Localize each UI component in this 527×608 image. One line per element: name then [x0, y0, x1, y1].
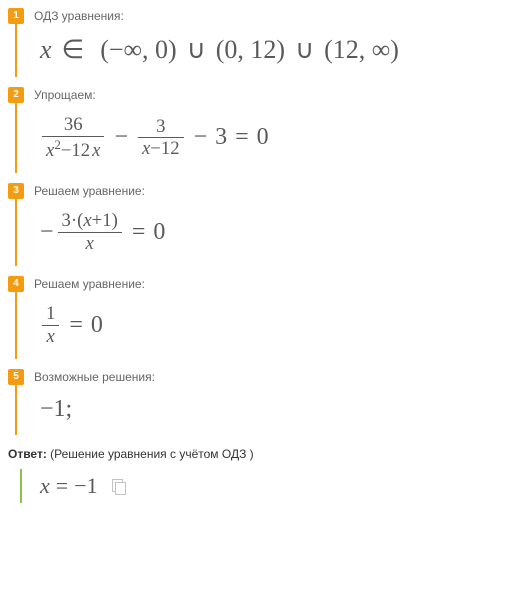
answer-label-rest: (Решение уравнения с учётом ОДЗ ) — [47, 447, 254, 461]
step-badge: 2 — [8, 87, 24, 103]
step-badge: 5 — [8, 369, 24, 385]
answer-label-bold: Ответ: — [8, 447, 47, 461]
answer-block: x = −1 — [8, 469, 515, 503]
step-1-formula-block: x∈(−∞, 0)∪(0, 12)∪(12, ∞) — [8, 27, 515, 73]
fraction: 1 x — [42, 303, 59, 347]
fraction: 3 x−12 — [138, 116, 184, 160]
step-connector — [15, 102, 17, 173]
answer-rhs: −1 — [74, 473, 97, 499]
equation-formula: 1 x =0 — [34, 295, 515, 355]
step-label: Решаем уравнение: — [34, 183, 515, 198]
solution-container: 1 ОДЗ уравнения: x∈(−∞, 0)∪(0, 12)∪(12, … — [0, 0, 527, 515]
answer-label: Ответ: (Решение уравнения с учётом ОДЗ ) — [8, 447, 254, 461]
fraction: 36 x2−12x — [42, 114, 104, 161]
answer-formula: x = −1 — [34, 469, 515, 503]
step-4: 4 Решаем уравнение: — [8, 276, 515, 291]
step-badge: 1 — [8, 8, 24, 24]
step-badge: 3 — [8, 183, 24, 199]
step-3-formula-block: − 3·(x+1) x =0 — [8, 202, 515, 262]
step-connector — [15, 384, 17, 435]
step-connector — [15, 198, 17, 266]
step-2-formula-block: 36 x2−12x − 3 x−12 −3=0 — [8, 106, 515, 169]
step-5-formula-block: −1; — [8, 388, 515, 431]
fraction: 3·(x+1) x — [58, 210, 122, 254]
step-5: 5 Возможные решения: — [8, 369, 515, 384]
step-2: 2 Упрощаем: — [8, 87, 515, 102]
step-1: 1 ОДЗ уравнения: — [8, 8, 515, 23]
step-label: Решаем уравнение: — [34, 276, 515, 291]
equation-formula: 36 x2−12x − 3 x−12 −3=0 — [34, 106, 515, 169]
domain-formula: x∈(−∞, 0)∪(0, 12)∪(12, ∞) — [34, 27, 515, 73]
answer-row: Ответ: (Решение уравнения с учётом ОДЗ ) — [8, 445, 515, 463]
step-label: Возможные решения: — [34, 369, 515, 384]
step-label: ОДЗ уравнения: — [34, 8, 515, 23]
step-label: Упрощаем: — [34, 87, 515, 102]
step-badge: 4 — [8, 276, 24, 292]
step-4-formula-block: 1 x =0 — [8, 295, 515, 355]
copy-icon[interactable] — [112, 479, 126, 493]
answer-lhs: x — [40, 473, 50, 499]
answer-connector — [20, 469, 22, 503]
eq-sign: = — [56, 473, 68, 499]
step-connector — [15, 291, 17, 359]
solutions-formula: −1; — [34, 388, 515, 431]
equation-formula: − 3·(x+1) x =0 — [34, 202, 515, 262]
step-3: 3 Решаем уравнение: — [8, 183, 515, 198]
step-connector — [15, 23, 17, 77]
